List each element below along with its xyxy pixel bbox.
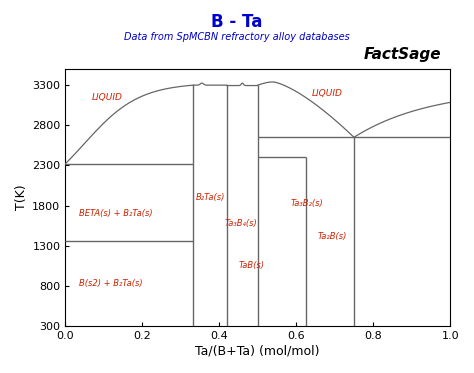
X-axis label: Ta/(B+Ta) (mol/mol): Ta/(B+Ta) (mol/mol) <box>195 345 320 358</box>
Text: B₂Ta(s): B₂Ta(s) <box>196 193 226 202</box>
Text: Ta₃B₂(s): Ta₃B₂(s) <box>291 199 323 208</box>
Text: BETA(s) + B₂Ta(s): BETA(s) + B₂Ta(s) <box>79 209 152 218</box>
Text: B(s2) + B₂Ta(s): B(s2) + B₂Ta(s) <box>79 279 142 288</box>
Text: TaB(s): TaB(s) <box>238 261 264 270</box>
Text: FactSage: FactSage <box>363 47 441 62</box>
Text: Ta₃B₄(s): Ta₃B₄(s) <box>225 219 258 228</box>
Text: B - Ta: B - Ta <box>211 13 263 31</box>
Text: LIQUID: LIQUID <box>311 89 343 98</box>
Text: Data from SpMCBN refractory alloy databases: Data from SpMCBN refractory alloy databa… <box>124 32 350 42</box>
Text: LIQUID: LIQUID <box>92 93 123 102</box>
Text: Ta₂B(s): Ta₂B(s) <box>318 232 347 241</box>
Y-axis label: T(K): T(K) <box>15 185 28 210</box>
